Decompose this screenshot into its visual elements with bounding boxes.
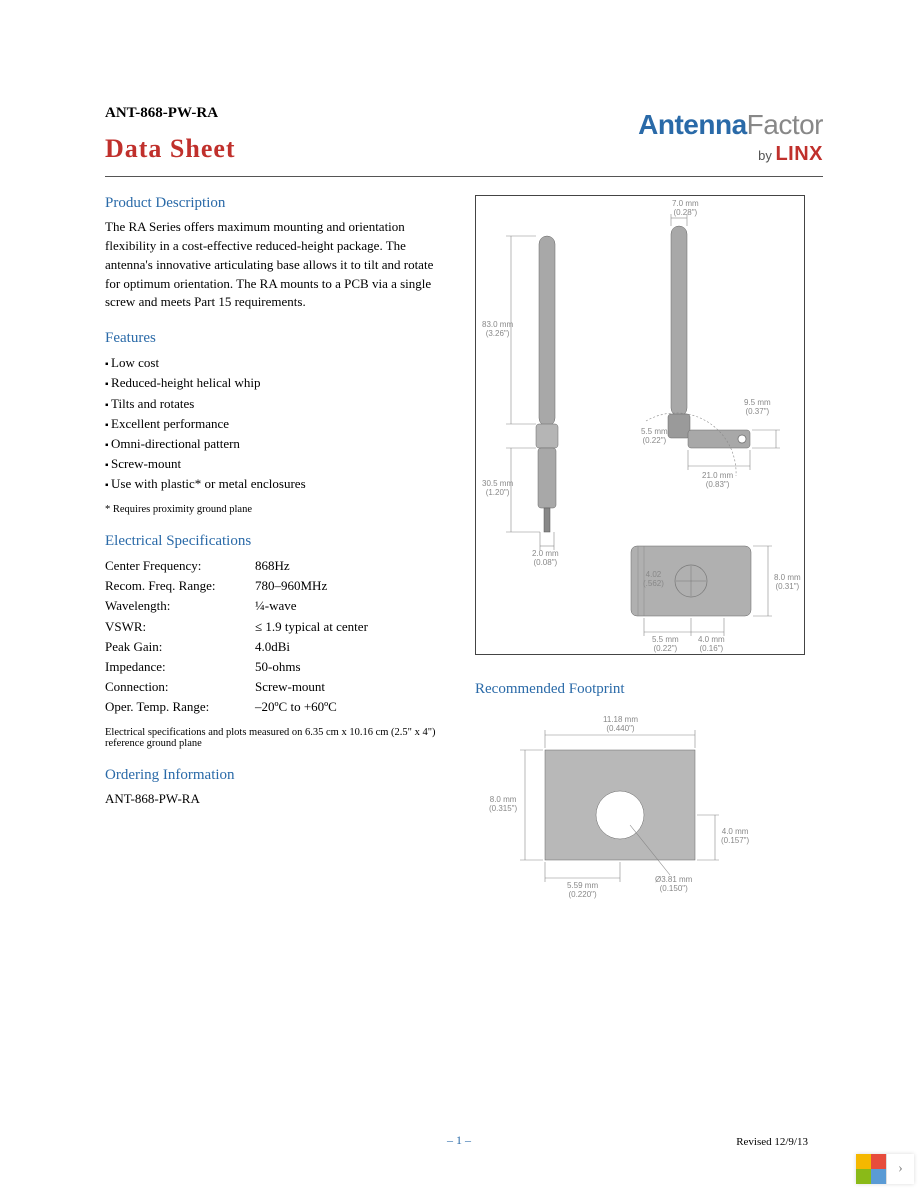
section-ordering-heading: Ordering Information (105, 767, 445, 784)
feature-item: Reduced-height helical whip (105, 373, 445, 393)
ordering-value: ANT-868-PW-RA (105, 790, 445, 809)
section-footprint-heading: Recommended Footprint (475, 681, 823, 698)
section-product-description-heading: Product Description (105, 195, 445, 212)
table-row: Impedance:50-ohms (105, 657, 445, 677)
electrical-specs-table: Center Frequency:868Hz Recom. Freq. Rang… (105, 556, 445, 717)
viewer-logo-icon (856, 1154, 886, 1184)
mechanical-drawing: 7.0 mm(0.28") 83.0 mm(3.26") 30.5 mm(1.2… (475, 195, 805, 655)
fp-dim-height: 8.0 mm(0.315") (489, 796, 517, 814)
spec-label: Oper. Temp. Range: (105, 697, 255, 717)
dim-screw-dia: 2.0 mm(0.08") (532, 550, 559, 568)
footprint-drawing: 11.18 mm(0.440") 8.0 mm(0.315") 4.0 mm(0… (475, 710, 775, 910)
right-column: 7.0 mm(0.28") 83.0 mm(3.26") 30.5 mm(1.2… (475, 195, 823, 910)
logo-byline-prefix: by (758, 148, 775, 163)
dim-arm-h: 9.5 mm(0.37") (744, 399, 771, 417)
section-features-heading: Features (105, 330, 445, 347)
table-row: Recom. Freq. Range:780–960MHz (105, 576, 445, 596)
feature-item: Screw-mount (105, 454, 445, 474)
spec-label: Center Frequency: (105, 556, 255, 576)
features-list: Low cost Reduced-height helical whip Til… (105, 353, 445, 494)
revised-date: Revised 12/9/13 (736, 1136, 808, 1148)
dim-side-h: 8.0 mm(0.31") (774, 574, 801, 592)
footprint-svg (475, 710, 775, 910)
dim-side-w1: 5.5 mm(0.22") (652, 636, 679, 654)
antenna-diagram-svg (476, 196, 806, 656)
table-row: Oper. Temp. Range:–20ºC to +60ºC (105, 697, 445, 717)
chevron-right-icon: › (898, 1161, 903, 1177)
spec-value: 868Hz (255, 556, 290, 576)
spec-value: 4.0dBi (255, 637, 290, 657)
left-column: Product Description The RA Series offers… (105, 195, 445, 910)
dim-whip-len: 83.0 mm(3.26") (482, 321, 513, 339)
spec-value: ≤ 1.9 typical at center (255, 617, 368, 637)
part-number: ANT-868-PW-RA (105, 105, 236, 122)
brand-logo: AntennaFactor by LINX (638, 105, 823, 166)
table-row: Wavelength:¼-wave (105, 596, 445, 616)
logo-word-factor: Factor (747, 109, 823, 140)
feature-item: Excellent performance (105, 414, 445, 434)
document-header: ANT-868-PW-RA Data Sheet AntennaFactor b… (105, 105, 823, 166)
table-row: Peak Gain:4.0dBi (105, 637, 445, 657)
viewer-nav-widget: › (856, 1154, 914, 1184)
logo-linx: LINX (775, 143, 823, 165)
spec-label: Impedance: (105, 657, 255, 677)
fp-dim-offset-x: 5.59 mm(0.220") (567, 882, 598, 900)
feature-item: Low cost (105, 353, 445, 373)
feature-item: Tilts and rotates (105, 394, 445, 414)
document-title: Data Sheet (105, 134, 236, 164)
spec-value: 780–960MHz (255, 576, 327, 596)
fp-dim-hole-dia: Ø3.81 mm(0.150") (655, 876, 692, 894)
dim-arm-len: 21.0 mm(0.83") (702, 472, 733, 490)
spec-label: Recom. Freq. Range: (105, 576, 255, 596)
dim-whip-dia: 7.0 mm(0.28") (672, 200, 699, 218)
features-footnote: * Requires proximity ground plane (105, 504, 445, 515)
feature-item: Use with plastic* or metal enclosures (105, 474, 445, 494)
spec-label: Peak Gain: (105, 637, 255, 657)
section-electrical-heading: Electrical Specifications (105, 533, 445, 550)
fp-dim-width: 11.18 mm(0.440") (603, 716, 638, 734)
dim-hole: 4.02(.562) (643, 571, 664, 589)
header-divider (105, 176, 823, 177)
product-description-body: The RA Series offers maximum mounting an… (105, 218, 445, 312)
spec-label: Wavelength: (105, 596, 255, 616)
table-row: VSWR:≤ 1.9 typical at center (105, 617, 445, 637)
spec-value: ¼-wave (255, 596, 297, 616)
table-row: Center Frequency:868Hz (105, 556, 445, 576)
dim-side-w2: 4.0 mm(0.16") (698, 636, 725, 654)
spec-label: Connection: (105, 677, 255, 697)
spec-value: –20ºC to +60ºC (255, 697, 337, 717)
table-row: Connection:Screw-mount (105, 677, 445, 697)
dim-base-len: 30.5 mm(1.20") (482, 480, 513, 498)
spec-label: VSWR: (105, 617, 255, 637)
feature-item: Omni-directional pattern (105, 434, 445, 454)
dim-hinge-w: 5.5 mm(0.22") (641, 428, 668, 446)
next-page-button[interactable]: › (886, 1154, 914, 1184)
electrical-footnote: Electrical specifications and plots meas… (105, 727, 445, 749)
logo-word-antenna: Antenna (638, 109, 747, 140)
spec-value: 50-ohms (255, 657, 301, 677)
spec-value: Screw-mount (255, 677, 325, 697)
fp-dim-offset-y: 4.0 mm(0.157") (721, 828, 749, 846)
page-number: – 1 – (447, 1133, 471, 1148)
